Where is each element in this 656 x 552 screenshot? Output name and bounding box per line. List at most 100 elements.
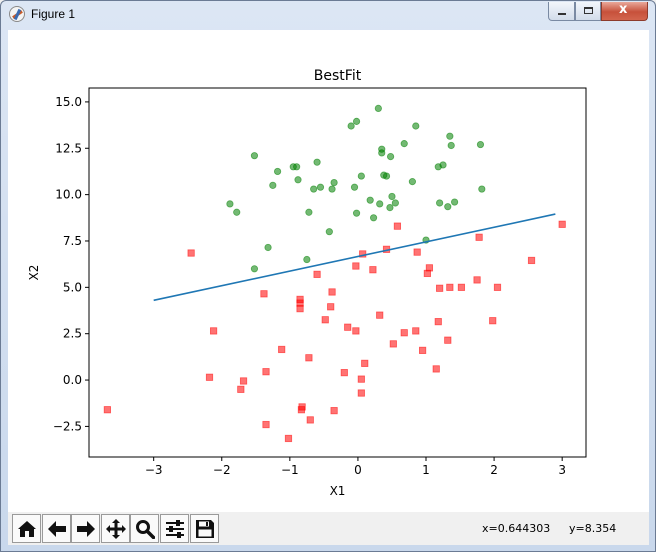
red-point-6: [260, 290, 268, 298]
red-point-19: [321, 316, 329, 324]
red-point-0: [103, 406, 111, 414]
green-point-11: [305, 208, 313, 216]
y-tick-label: 7.5: [63, 234, 82, 248]
y-tick-label: −2.5: [53, 419, 82, 433]
green-point-20: [352, 117, 361, 125]
green-point-13: [313, 158, 321, 166]
red-point-2: [205, 373, 214, 381]
green-point-1: [233, 208, 241, 216]
green-point-14: [316, 183, 325, 191]
y-tick-label: 15.0: [55, 95, 82, 109]
red-point-5: [239, 377, 248, 385]
red-point-1: [187, 249, 195, 257]
green-point-5: [269, 181, 277, 189]
sliders-icon: [166, 520, 184, 538]
red-point-41: [425, 264, 434, 272]
y-tick-label: 12.5: [55, 141, 82, 155]
red-point-28: [357, 389, 365, 397]
zoom-button[interactable]: [130, 514, 159, 543]
minimize-icon: [558, 13, 566, 15]
green-point-41: [439, 161, 447, 169]
pan-button[interactable]: [101, 514, 130, 543]
title-bar[interactable]: Figure 1 x: [1, 1, 655, 29]
green-point-43: [446, 132, 454, 140]
axes-frame: [88, 87, 587, 458]
navigation-toolbar: x=0.644303 y=8.354: [8, 512, 649, 545]
red-point-51: [493, 283, 502, 291]
red-point-42: [432, 365, 440, 373]
close-button[interactable]: x: [601, 2, 648, 21]
x-tick-label: 3: [558, 463, 566, 477]
subplots-button[interactable]: [160, 514, 189, 543]
green-point-23: [366, 196, 374, 204]
red-point-7: [262, 368, 270, 376]
red-point-53: [558, 220, 566, 228]
green-point-36: [408, 178, 416, 186]
red-point-37: [412, 327, 420, 335]
y-axis-ticks: −2.5 0.0 2.5 5.0 7.5 10.0 12.5 15.0: [53, 95, 89, 433]
window-title: Figure 1: [31, 7, 76, 21]
red-point-43: [434, 318, 442, 326]
red-point-50: [489, 317, 497, 325]
home-button[interactable]: [12, 514, 41, 543]
green-point-16: [328, 185, 336, 193]
magnifier-icon: [136, 520, 155, 539]
y-tick-label: 10.0: [55, 188, 82, 202]
green-point-17: [330, 178, 338, 187]
scatter-chart[interactable]: −3 −2 −1 0 1 2 3 −2.50.02.55.07.510.012.515.0 …: [8, 30, 649, 512]
red-point-35: [393, 222, 402, 230]
green-point-45: [451, 198, 459, 206]
red-point-26: [352, 327, 360, 335]
red-point-25: [352, 262, 360, 270]
green-point-8: [293, 163, 301, 171]
arrow-right-icon: [77, 521, 95, 537]
green-point-4: [264, 243, 272, 252]
forward-button[interactable]: [71, 514, 100, 543]
minimize-button[interactable]: [548, 2, 575, 21]
green-point-44: [447, 141, 455, 150]
chart-title: BestFit: [314, 68, 362, 84]
green-point-3: [250, 265, 259, 273]
red-point-9: [278, 345, 286, 354]
red-point-47: [457, 283, 466, 291]
green-point-9: [294, 176, 302, 184]
red-point-24: [344, 323, 352, 331]
green-point-22: [357, 172, 365, 180]
move-icon: [106, 519, 126, 539]
green-point-26: [376, 200, 384, 208]
maximize-button[interactable]: [575, 2, 601, 21]
red-class-points: [103, 220, 566, 443]
red-point-22: [330, 407, 338, 415]
red-point-44: [436, 284, 444, 292]
green-point-42: [444, 203, 452, 211]
green-point-6: [273, 167, 282, 176]
red-point-48: [473, 276, 481, 284]
y-tick-label: 0.0: [63, 373, 82, 387]
green-point-24: [369, 214, 378, 222]
green-point-28: [378, 149, 386, 157]
red-point-36: [400, 329, 408, 337]
y-tick-label: 2.5: [63, 327, 82, 341]
green-point-19: [350, 183, 359, 191]
green-point-0: [226, 200, 234, 208]
red-point-23: [340, 369, 348, 377]
green-point-40: [436, 199, 444, 207]
save-button[interactable]: [190, 514, 219, 543]
green-point-18: [347, 122, 355, 130]
back-button[interactable]: [42, 514, 71, 543]
x-tick-label: −1: [281, 463, 299, 477]
green-point-31: [386, 204, 394, 212]
x-axis-label: X1: [330, 484, 346, 498]
x-tick-label: 0: [354, 463, 362, 477]
red-point-49: [475, 233, 483, 241]
best-fit-line: [153, 213, 556, 302]
figure-canvas[interactable]: −3 −2 −1 0 1 2 3 −2.5 0.0 2.5 5.0 7.5 10.0 12.5 15.0 …: [8, 30, 649, 545]
red-point-4: [237, 385, 245, 393]
green-point-46: [476, 140, 485, 149]
red-point-3: [209, 327, 218, 335]
red-point-34: [389, 340, 397, 348]
green-point-32: [387, 153, 395, 161]
red-point-15: [298, 403, 306, 411]
floppy-disk-icon: [196, 520, 214, 538]
